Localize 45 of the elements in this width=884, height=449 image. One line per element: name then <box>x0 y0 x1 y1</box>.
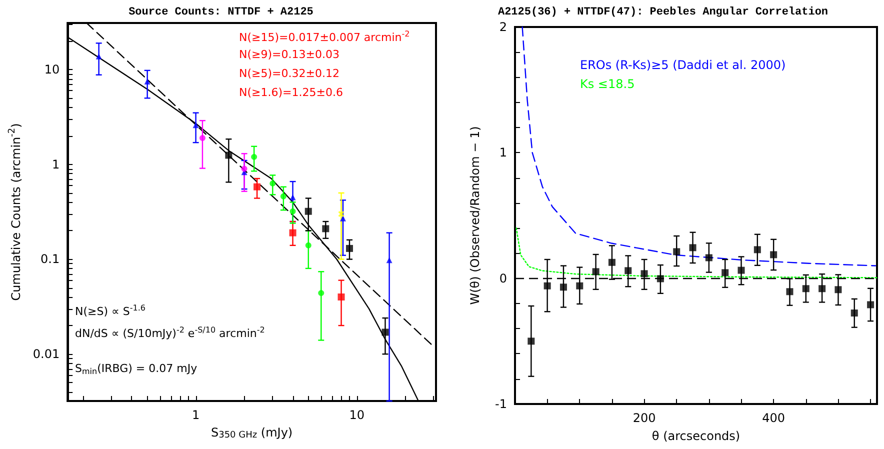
point <box>705 254 712 262</box>
x-axis-title: θ (arcseconds) <box>652 429 740 443</box>
point <box>770 251 778 258</box>
point <box>738 266 745 274</box>
x-tick-label: 400 <box>762 411 786 425</box>
y-axis-title: W(θ) (Observed/Random − 1) <box>468 126 482 305</box>
y-tick-label: 0 <box>499 271 507 286</box>
point <box>673 248 680 256</box>
point <box>834 286 842 294</box>
y-tick-label: 10 <box>44 62 60 77</box>
point <box>802 285 810 292</box>
point <box>850 310 858 317</box>
point <box>608 258 616 266</box>
point <box>592 268 600 276</box>
chart-title: A2125(36) + NTTDF(47): Peebles Angular Correlation <box>498 6 828 18</box>
x-tick-label: 10 <box>349 408 364 422</box>
y-axis-title: Cumulative Counts (arcmin-2) <box>8 123 23 301</box>
point <box>624 267 632 274</box>
y-tick-label: 2 <box>499 20 507 34</box>
point <box>544 282 551 290</box>
annotation: N(≥1.6)=1.25±0.6 <box>239 86 343 99</box>
x-tick-label: 200 <box>632 411 656 425</box>
point <box>640 270 648 278</box>
y-tick-label: 0.01 <box>32 347 60 362</box>
point <box>867 301 874 308</box>
point <box>689 244 696 252</box>
text: EROs (R-Ks)≥5 (Daddi et al. 2000) <box>580 58 786 72</box>
point <box>818 285 826 292</box>
point <box>576 282 584 290</box>
point <box>754 246 761 254</box>
point <box>786 288 794 296</box>
annotation: N(≥5)=0.32±0.12 <box>239 67 340 80</box>
annotation: N(≥9)=0.13±0.03 <box>239 48 340 61</box>
line-series <box>522 26 876 266</box>
line-series <box>516 227 878 278</box>
chart-title: Source Counts: NTTDF + A2125 <box>128 6 314 18</box>
x-tick-label: 1 <box>192 408 200 422</box>
text: Ks ≤18.5 <box>580 77 635 91</box>
point <box>560 284 567 291</box>
point <box>722 269 729 276</box>
y-tick-label: 0.1 <box>40 252 60 266</box>
y-tick-label: -1 <box>495 397 507 411</box>
y-tick-label: 1 <box>52 157 60 172</box>
point <box>528 338 535 345</box>
y-tick-label: 1 <box>499 146 507 160</box>
